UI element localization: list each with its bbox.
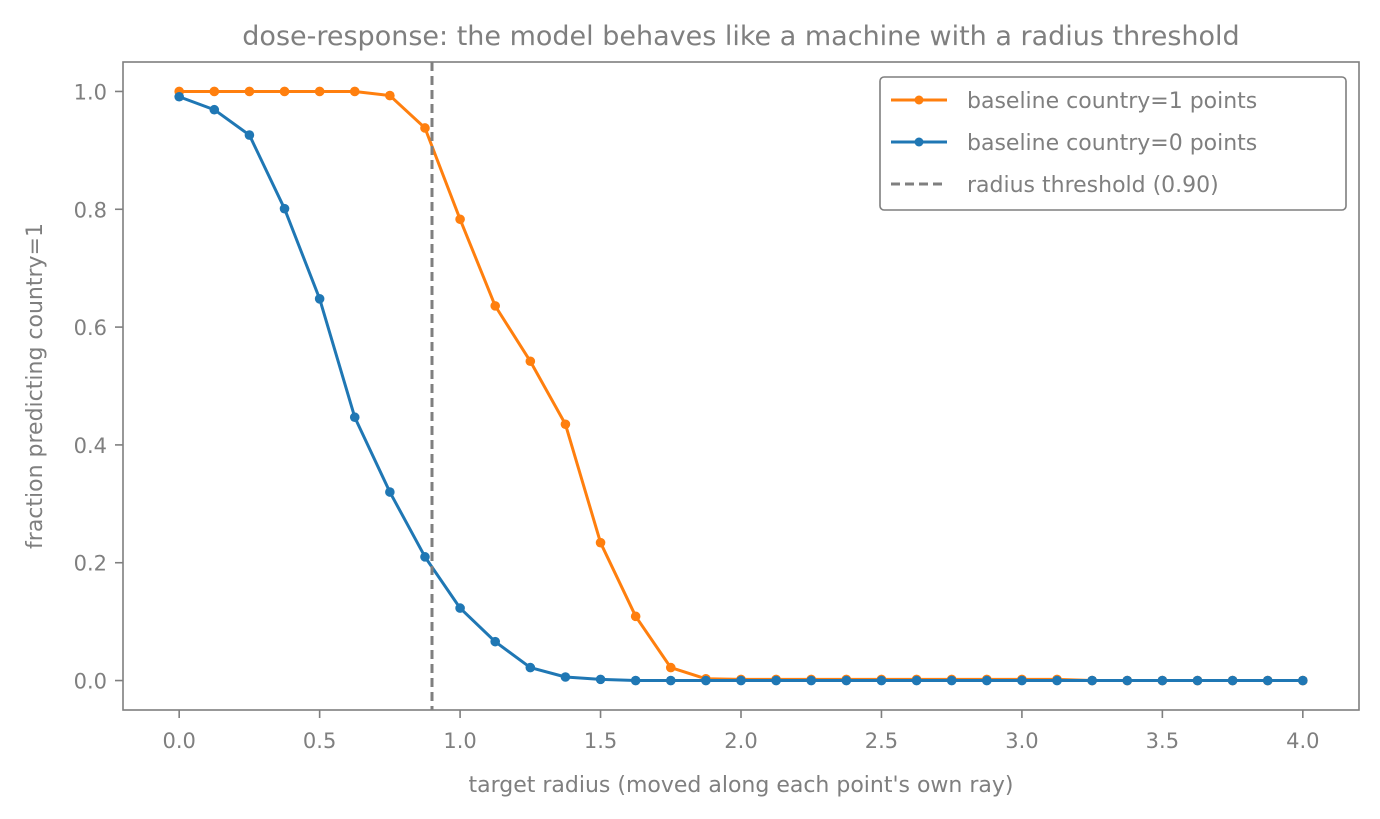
- series-1-point: [806, 675, 817, 686]
- series-1-point: [1017, 675, 1027, 686]
- series-0-point: [525, 356, 536, 367]
- series-1-point: [946, 675, 957, 686]
- series-0-point: [630, 611, 641, 622]
- y-tick-label: 0.6: [74, 316, 107, 340]
- series-1-point: [981, 675, 992, 686]
- x-tick-label: 2.5: [865, 729, 898, 753]
- legend-marker-country1: [914, 95, 924, 105]
- series-1-point: [736, 675, 746, 686]
- y-axis-label: fraction predicting country=1: [23, 223, 48, 549]
- series-1-point: [1227, 675, 1238, 686]
- series-1-point: [209, 104, 220, 115]
- series-1-point: [1157, 675, 1168, 686]
- series-0-point: [244, 86, 255, 97]
- series-1-point: [349, 412, 360, 423]
- series-1-point: [244, 130, 255, 140]
- legend-box: [879, 76, 1347, 211]
- series-1-point: [455, 603, 465, 613]
- series-0-point: [314, 86, 325, 97]
- x-tick-label: 2.0: [724, 729, 757, 753]
- y-axis: 0.0 0.2 0.4 0.6 0.8 1.0: [74, 80, 123, 694]
- series-1-point: [630, 675, 641, 686]
- series-1-point: [490, 636, 501, 647]
- series-1-point: [665, 675, 676, 686]
- x-axis-label: target radius (moved along each point's …: [468, 773, 1013, 798]
- series-1-point: [279, 203, 290, 214]
- legend-label-threshold: radius threshold (0.90): [967, 173, 1219, 198]
- x-tick-label: 1.0: [443, 729, 476, 753]
- series-1-point: [420, 552, 430, 562]
- series-0-point: [349, 86, 360, 97]
- series-0-point: [560, 419, 571, 430]
- series-0-point: [665, 662, 676, 673]
- legend-marker-country0: [914, 137, 924, 147]
- series-1-point: [1262, 675, 1273, 686]
- x-tick-label: 3.0: [1005, 729, 1038, 753]
- series-1-point: [841, 675, 852, 686]
- y-tick-label: 0.0: [74, 670, 107, 694]
- y-tick-label: 0.8: [74, 198, 107, 222]
- series-0-point: [279, 86, 290, 97]
- series-1-point: [1052, 675, 1062, 686]
- x-tick-label: 1.5: [584, 729, 617, 753]
- series-0-point: [385, 90, 395, 101]
- legend: baseline country=1 points baseline count…: [879, 76, 1347, 211]
- chart-title: dose-response: the model behaves like a …: [242, 21, 1239, 52]
- series-1-point: [1298, 675, 1308, 686]
- y-tick-label: 0.2: [74, 552, 107, 576]
- series-1-point: [911, 675, 922, 686]
- series-0-point: [209, 86, 220, 97]
- series-0-point: [420, 123, 430, 133]
- series-0-point: [595, 537, 606, 548]
- x-tick-label: 0.0: [162, 729, 195, 753]
- series-1-point: [1087, 675, 1097, 686]
- y-tick-label: 1.0: [74, 80, 107, 104]
- series-1-point: [385, 487, 395, 497]
- series-1-point: [314, 294, 325, 304]
- series-1-point: [1122, 675, 1133, 686]
- x-tick-label: 4.0: [1286, 729, 1319, 753]
- series-1-point: [771, 675, 781, 686]
- series-1-point: [876, 675, 887, 686]
- series-0-point: [455, 214, 465, 225]
- y-tick-label: 0.4: [74, 434, 107, 458]
- legend-label-country1: baseline country=1 points: [967, 89, 1257, 114]
- x-tick-label: 3.5: [1146, 729, 1179, 753]
- legend-label-country0: baseline country=0 points: [967, 131, 1257, 156]
- series-1-point: [595, 674, 606, 685]
- x-axis: 0.0 0.5 1.0 1.5 2.0 2.5 3.0 3.5 4.0: [162, 710, 1320, 753]
- series-1-point: [525, 662, 536, 673]
- plot-area: [174, 62, 1308, 710]
- series-0-point: [490, 301, 501, 311]
- series-1-point: [174, 91, 184, 102]
- series-1-point: [1192, 675, 1203, 686]
- x-tick-label: 0.5: [303, 729, 336, 753]
- series-1-point: [560, 672, 571, 682]
- series-1-point: [701, 675, 711, 686]
